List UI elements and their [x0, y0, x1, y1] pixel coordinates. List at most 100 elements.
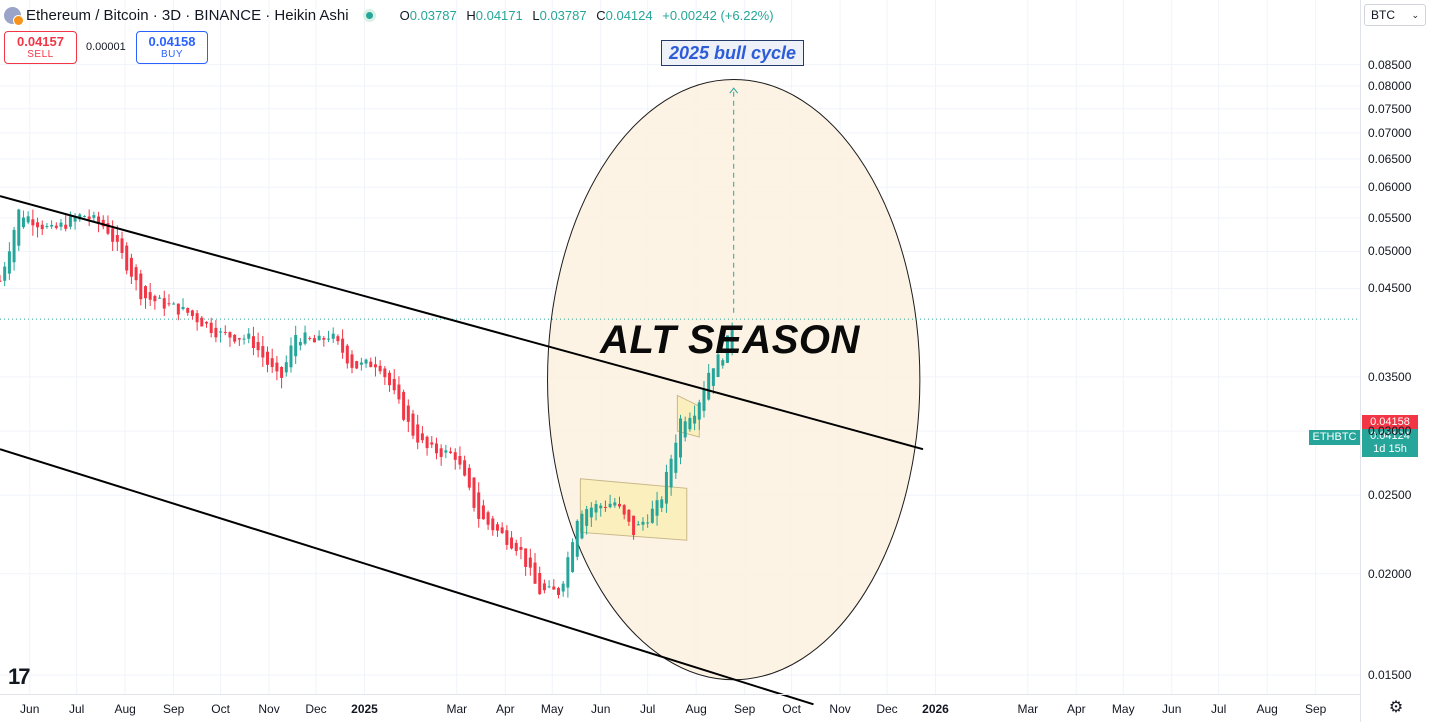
candle	[463, 455, 467, 477]
candle-body	[251, 336, 255, 349]
candle-body	[566, 557, 570, 588]
candle	[355, 360, 359, 370]
sell-button[interactable]: 0.04157 SELL	[4, 31, 77, 64]
candle-body	[552, 586, 556, 590]
high-key: H	[466, 7, 476, 23]
candle-body	[190, 310, 194, 316]
candle	[12, 226, 16, 271]
buy-button[interactable]: 0.04158 BUY	[136, 31, 208, 64]
candle	[458, 446, 462, 470]
candle	[688, 412, 692, 432]
candle	[195, 310, 199, 331]
candle-body	[538, 572, 542, 595]
price-tick-label: 0.08000	[1368, 79, 1412, 93]
candle-body	[120, 238, 124, 254]
time-tick-label: Apr	[1066, 702, 1086, 716]
candle-body	[632, 515, 636, 536]
chart-header: Ethereum / Bitcoin · 3D · BINANCE · Heik…	[4, 5, 774, 26]
candle	[430, 436, 434, 449]
close-value: 0.04124	[605, 7, 653, 23]
candle-body	[716, 354, 720, 378]
candle-body	[355, 361, 359, 369]
candle-body	[444, 450, 448, 453]
candle	[411, 409, 415, 440]
bull-cycle-annotation[interactable]: 2025 bull cycle	[661, 40, 804, 66]
candle	[420, 425, 424, 444]
candle	[495, 522, 499, 537]
candle-body	[599, 505, 603, 509]
open-value: 0.03787	[409, 7, 457, 23]
candle	[547, 580, 551, 589]
candle	[153, 294, 157, 310]
candle-body	[214, 327, 218, 338]
close-key: C	[596, 7, 606, 23]
candle	[618, 496, 622, 509]
candle	[693, 405, 697, 431]
candle	[228, 331, 232, 347]
candle	[214, 319, 218, 343]
buy-price: 0.04158	[148, 33, 196, 49]
buy-label: BUY	[160, 48, 184, 60]
candle-body	[655, 500, 659, 516]
candle	[552, 579, 556, 590]
candle-body	[242, 338, 246, 340]
candle	[646, 514, 650, 528]
candle-body	[528, 557, 532, 568]
candle-body	[416, 424, 420, 443]
candle-body	[594, 504, 598, 513]
candle	[528, 548, 532, 576]
candle	[561, 580, 565, 597]
candle-body	[341, 338, 345, 353]
time-tick-label: Aug	[1256, 702, 1278, 716]
tradingview-logo-icon[interactable]: 17	[8, 664, 31, 689]
candle	[439, 444, 443, 466]
candle	[674, 434, 678, 479]
candle	[510, 531, 514, 550]
candle	[17, 208, 21, 252]
candle	[143, 285, 147, 309]
candle	[589, 502, 593, 527]
candle	[237, 337, 241, 346]
candle	[679, 414, 683, 465]
time-tick-label: Jun	[591, 702, 611, 716]
candle-body	[397, 384, 401, 400]
chart-axes	[0, 0, 1361, 722]
alt-season-ellipse[interactable]	[547, 78, 921, 681]
candle	[486, 510, 490, 530]
candle-body	[143, 286, 147, 299]
candle	[444, 444, 448, 459]
price-tick-label: 0.08500	[1368, 57, 1412, 72]
candle-body	[453, 452, 457, 460]
price-tick-label: 0.05500	[1368, 210, 1412, 225]
candle	[31, 209, 35, 236]
consolidation-box[interactable]	[579, 478, 688, 541]
candle-body	[702, 388, 706, 411]
candle	[129, 253, 133, 284]
candle	[627, 509, 631, 526]
candle-body	[50, 224, 54, 227]
candle	[303, 325, 307, 346]
alt-season-annotation[interactable]: ALT SEASON	[600, 318, 860, 362]
time-tick-label: Jul	[1210, 702, 1227, 716]
candle-body	[622, 505, 626, 515]
candle	[21, 210, 25, 229]
candle	[101, 215, 105, 230]
candle	[575, 519, 579, 561]
candle-body	[434, 443, 438, 454]
upper-trendline[interactable]	[0, 195, 924, 451]
visibility-eye-icon[interactable]	[362, 8, 376, 22]
candle-body	[261, 346, 265, 358]
candle-body	[40, 224, 44, 230]
time-tick-label: Sep	[733, 702, 756, 716]
lower-trendline[interactable]	[0, 448, 814, 706]
candle	[308, 336, 312, 341]
candle	[472, 477, 476, 512]
candle	[369, 357, 373, 368]
currency-select[interactable]: BTC ⌄	[1364, 4, 1426, 26]
bull-flag-box[interactable]	[676, 394, 700, 438]
candle	[40, 220, 44, 236]
symbol-title[interactable]: Ethereum / Bitcoin · 3D · BINANCE · Heik…	[26, 6, 349, 24]
gear-icon[interactable]: ⚙	[1388, 699, 1404, 716]
candle-body	[556, 588, 560, 595]
